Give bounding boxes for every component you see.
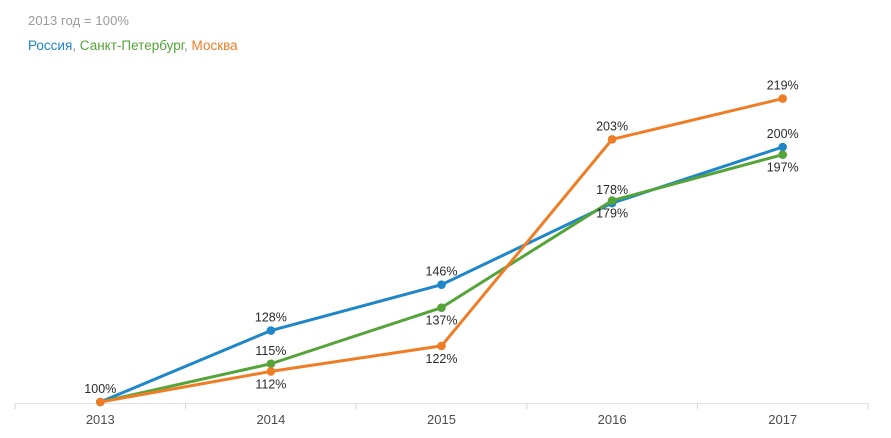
point-label: 178% (596, 183, 628, 197)
data-point-marker (266, 326, 276, 335)
legend-separator: , (72, 38, 80, 53)
point-label: 179% (596, 207, 628, 221)
data-point-marker (778, 94, 787, 103)
x-tick-label: 2017 (768, 412, 797, 427)
point-label: 115% (255, 344, 286, 358)
point-label: 197% (767, 161, 799, 175)
point-label: 122% (426, 352, 458, 366)
x-tick-label: 2013 (86, 412, 115, 427)
point-label: 137% (426, 314, 458, 328)
x-tick-label: 2014 (256, 412, 285, 427)
data-point-marker (437, 341, 446, 351)
point-label: 200% (767, 127, 799, 141)
data-point-marker (437, 303, 446, 312)
point-label: 112% (255, 377, 286, 391)
x-tick-label: 2015 (427, 412, 456, 427)
data-point-marker (266, 359, 276, 369)
legend-item-moskva: Москва (191, 38, 238, 53)
baseline-note: 2013 год = 100% (28, 13, 130, 28)
legend-item-sankt-peterburg: Санкт-Петербург (79, 38, 185, 53)
point-label: 100% (84, 382, 116, 396)
data-point-marker (778, 150, 787, 159)
point-label: 146% (426, 265, 458, 279)
data-point-marker (96, 397, 105, 407)
legend: Россия, Санкт-Петербург, Москва (28, 38, 238, 53)
data-point-marker (266, 367, 276, 376)
data-point-marker (437, 280, 446, 290)
legend-separator: , (184, 38, 192, 53)
x-tick-label: 2016 (598, 412, 627, 427)
data-point-marker (607, 196, 617, 205)
point-label: 128% (255, 311, 287, 325)
data-point-marker (778, 142, 787, 152)
data-point-marker (607, 135, 617, 144)
point-label: 203% (596, 119, 628, 133)
point-label: 219% (767, 79, 799, 93)
legend-item-rossiya: Россия (28, 38, 73, 53)
